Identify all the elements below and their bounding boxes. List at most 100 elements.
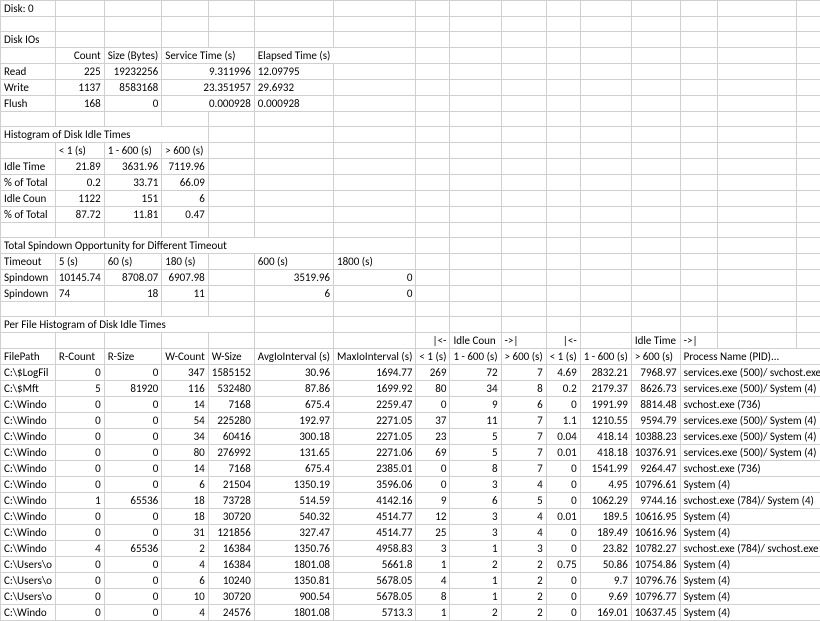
cell: 514.59 <box>254 493 333 509</box>
empty-cell <box>450 80 501 96</box>
cell: 225 <box>55 64 104 80</box>
empty-cell <box>680 112 717 127</box>
cell: 6 <box>501 397 546 413</box>
cell: 0 <box>55 429 104 445</box>
row-label: % of Total <box>1 175 56 191</box>
col-header: W-Size <box>208 349 254 365</box>
empty-cell <box>631 48 680 64</box>
empty-cell <box>450 48 501 64</box>
cell: 1991.99 <box>580 397 631 413</box>
empty-cell <box>680 270 717 286</box>
cell: 0.47 <box>162 207 209 223</box>
empty-cell <box>631 191 680 207</box>
cell: 1694.77 <box>334 365 416 381</box>
empty-cell <box>680 286 717 302</box>
empty-cell <box>631 302 680 317</box>
cell: 9.311996 <box>162 64 255 80</box>
cell: 0 <box>55 525 104 541</box>
cell: 54 <box>162 413 209 429</box>
empty-cell <box>546 191 580 207</box>
cell: 3 <box>501 541 546 557</box>
cell: 1350.81 <box>254 573 333 589</box>
empty-cell <box>631 175 680 191</box>
empty-cell <box>501 159 546 175</box>
cell: 6 <box>254 286 333 302</box>
cell: 1 <box>55 493 104 509</box>
cell: 4.69 <box>546 365 580 381</box>
col-header: > 600 (s) <box>631 349 680 365</box>
empty-cell <box>416 270 450 286</box>
cell: 0 <box>104 96 162 112</box>
empty-cell <box>501 238 546 254</box>
empty-cell <box>546 207 580 223</box>
empty-cell <box>680 32 717 48</box>
cell: 33.71 <box>104 175 162 191</box>
empty-cell <box>631 1 680 17</box>
cell: 169.01 <box>580 605 631 621</box>
empty-cell <box>208 112 254 127</box>
cell <box>208 333 254 349</box>
empty-cell <box>546 175 580 191</box>
cell: 192.97 <box>254 413 333 429</box>
empty-cell <box>254 17 333 32</box>
empty-cell <box>1 112 56 127</box>
empty-cell <box>546 48 580 64</box>
row-label: Idle Time <box>1 159 56 175</box>
empty-cell <box>580 159 631 175</box>
filepath-cell: C:\Windo <box>1 413 56 429</box>
empty-cell <box>334 191 416 207</box>
empty-cell <box>162 1 209 17</box>
cell: 3631.96 <box>104 159 162 175</box>
cell: 29.6932 <box>254 80 333 96</box>
empty-cell <box>450 286 501 302</box>
empty-cell <box>631 17 680 32</box>
cell: 23.82 <box>580 541 631 557</box>
cell: 0 <box>546 461 580 477</box>
empty-cell <box>162 32 209 48</box>
cell: 18 <box>162 509 209 525</box>
cell: 1 <box>450 589 501 605</box>
cell: 4 <box>55 541 104 557</box>
empty-cell <box>680 48 717 64</box>
process-name-cell: svchost.exe (736) <box>680 397 820 413</box>
cell: 10240 <box>208 573 254 589</box>
empty-cell <box>717 333 796 349</box>
cell: 4 <box>501 477 546 493</box>
empty-cell <box>717 191 796 207</box>
empty-cell <box>631 96 680 112</box>
empty-cell <box>55 17 104 32</box>
empty-cell <box>334 238 416 254</box>
cell <box>254 333 333 349</box>
empty-cell <box>501 48 546 64</box>
empty-cell <box>334 175 416 191</box>
cell: 5661.8 <box>334 557 416 573</box>
empty-cell <box>680 1 717 17</box>
filepath-cell: C:\Windo <box>1 525 56 541</box>
empty-cell <box>254 191 333 207</box>
span-label: Idle Time <box>631 333 680 349</box>
empty-cell <box>546 270 580 286</box>
filepath-cell: C:\Users\o <box>1 573 56 589</box>
empty-cell <box>254 159 333 175</box>
cell: 30720 <box>208 589 254 605</box>
empty-cell <box>334 32 416 48</box>
empty-cell <box>501 32 546 48</box>
empty-cell <box>680 223 717 238</box>
empty-cell <box>416 48 450 64</box>
empty-cell <box>254 175 333 191</box>
cell: 0 <box>416 461 450 477</box>
cell: 9744.16 <box>631 493 680 509</box>
empty-cell <box>501 223 546 238</box>
empty-cell <box>450 143 501 159</box>
cell: 4.95 <box>580 477 631 493</box>
row-label: Read <box>1 64 56 80</box>
row-label: % of Total <box>1 207 56 223</box>
empty-cell <box>796 254 820 270</box>
cell: 3 <box>450 525 501 541</box>
cell <box>1 48 56 64</box>
empty-cell <box>580 112 631 127</box>
cell: 0 <box>546 525 580 541</box>
cell: 2271.06 <box>334 445 416 461</box>
cell: 7 <box>501 413 546 429</box>
empty-cell <box>501 175 546 191</box>
